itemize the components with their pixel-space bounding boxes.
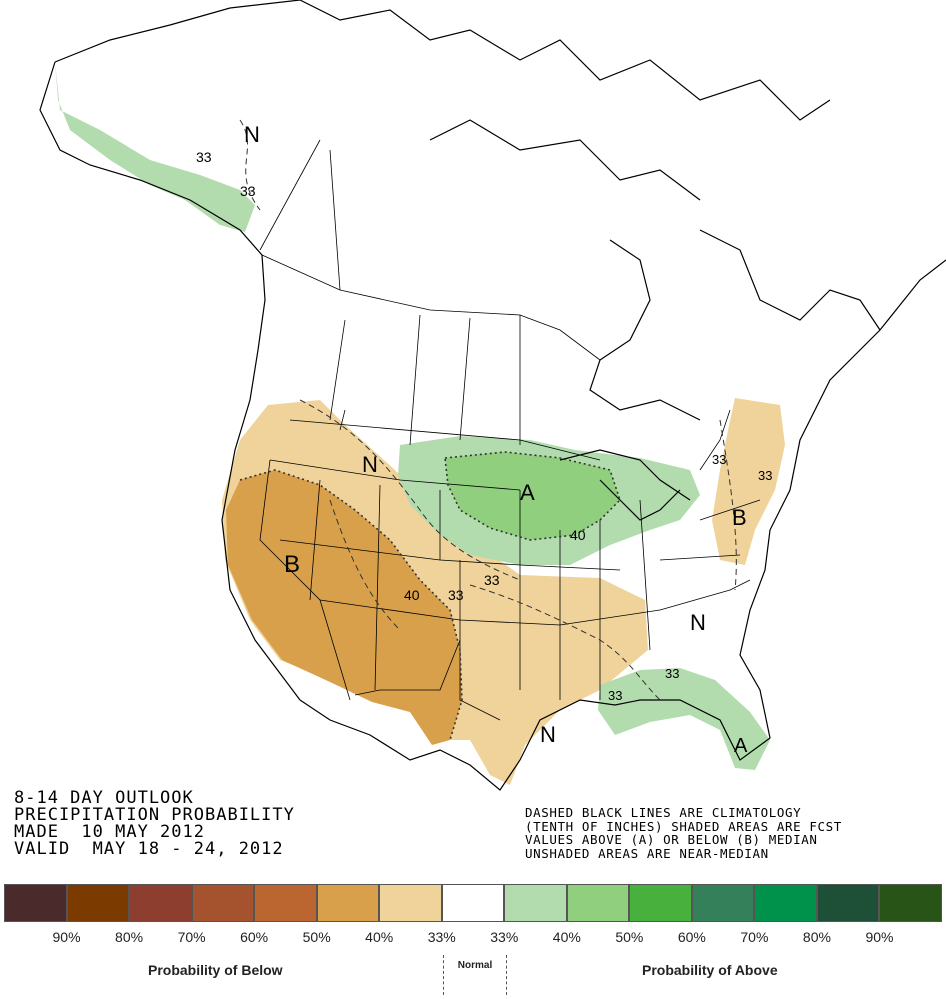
legend-swatch <box>816 884 880 922</box>
normal-left-divider <box>443 955 444 995</box>
midwest-above-40-area <box>445 452 620 540</box>
florida-above-area <box>598 668 770 770</box>
east-below-area <box>712 398 785 565</box>
legend-swatch <box>879 884 942 922</box>
legend-swatch <box>504 884 567 922</box>
legend-swatch <box>191 884 255 922</box>
probability-contours <box>239 451 621 741</box>
title-line-4: VALID MAY 18 - 24, 2012 <box>14 839 284 859</box>
legend-swatch <box>691 884 755 922</box>
florida-above-label: A <box>734 735 748 757</box>
florida-contour-33a: 33 <box>608 688 622 703</box>
southeast-near-label: N <box>690 610 706 635</box>
outlook-title: 8-14 DAY OUTLOOK PRECIPITATION PROBABILIT… <box>14 790 295 858</box>
legend-percent: 50% <box>302 929 331 945</box>
legend-percent: 33% <box>490 929 519 945</box>
legend-percent: 90% <box>52 929 81 945</box>
east-below-label: B <box>732 505 747 530</box>
legend-swatch <box>379 884 442 922</box>
legend-swatch <box>316 884 380 922</box>
legend-percent: 60% <box>677 929 706 945</box>
legend-percent: 60% <box>240 929 269 945</box>
alaska-near-label: N <box>244 122 260 147</box>
east-contour-33b: 33 <box>758 468 772 483</box>
outlook-map: N 33 33 N B A 40 33 40 33 B 33 33 N N A … <box>39 0 946 791</box>
alaska-contour-33a: 33 <box>196 149 212 165</box>
west-below-label: B <box>284 551 300 578</box>
legend-swatch <box>254 884 317 922</box>
legend-swatch <box>566 884 630 922</box>
east-contour-33a: 33 <box>712 452 726 467</box>
legend-percent: 90% <box>865 929 894 945</box>
midwest-above-label: A <box>520 480 535 505</box>
midwest-contour-40: 40 <box>570 527 586 543</box>
normal-right-divider <box>506 955 507 995</box>
legend-percent: 70% <box>177 929 206 945</box>
note-line-1: DASHED BLACK LINES ARE CLIMATOLOGY <box>525 805 802 820</box>
plains-contour-33: 33 <box>484 572 500 588</box>
legend-swatch <box>441 884 505 922</box>
legend-swatch <box>66 884 130 922</box>
title-line-1: 8-14 DAY OUTLOOK <box>14 788 194 808</box>
alaska-above-area <box>55 62 255 232</box>
legend-percent: 80% <box>802 929 831 945</box>
legend-percent: 33% <box>427 929 456 945</box>
normal-caption: Normal <box>457 960 493 971</box>
contours <box>239 119 737 701</box>
northplains-near-label: N <box>362 452 378 477</box>
sw-contour-40: 40 <box>404 587 420 603</box>
alaska-contour-33b: 33 <box>240 183 256 199</box>
legend-percent: 40% <box>552 929 581 945</box>
above-caption: Probability of Above <box>642 962 778 978</box>
legend-swatch <box>754 884 817 922</box>
legend-percent: 70% <box>740 929 769 945</box>
title-line-3: MADE 10 MAY 2012 <box>14 822 205 842</box>
legend-percent: 80% <box>115 929 144 945</box>
probability-shading <box>55 62 785 785</box>
legend-swatch <box>129 884 192 922</box>
note-line-2: (TENTH OF INCHES) SHADED AREAS ARE FCST <box>525 818 842 834</box>
borders <box>259 139 761 721</box>
legend-swatch <box>629 884 692 922</box>
sw-contour-33: 33 <box>448 587 464 603</box>
below-caption: Probability of Below <box>148 962 283 978</box>
legend-swatch <box>4 884 67 922</box>
gulf-near-label: N <box>540 722 556 747</box>
florida-contour-33b: 33 <box>665 666 679 681</box>
title-line-2: PRECIPITATION PROBABILITY <box>14 805 295 825</box>
note-line-3: VALUES ABOVE (A) OR BELOW (B) MEDIAN <box>525 832 818 847</box>
west-below-50-area <box>226 470 462 745</box>
legend-percent: 50% <box>615 929 644 945</box>
note-line-4: UNSHADED AREAS ARE NEAR-MEDIAN <box>525 845 769 861</box>
color-legend <box>4 884 942 922</box>
legend-percent: 40% <box>365 929 394 945</box>
climatology-note: DASHED BLACK LINES ARE CLIMATOLOGY (TENTH… <box>525 806 842 860</box>
